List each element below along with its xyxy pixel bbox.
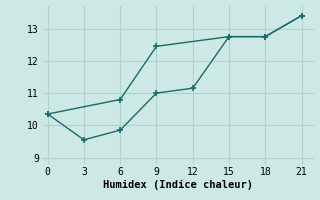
X-axis label: Humidex (Indice chaleur): Humidex (Indice chaleur): [103, 180, 252, 190]
